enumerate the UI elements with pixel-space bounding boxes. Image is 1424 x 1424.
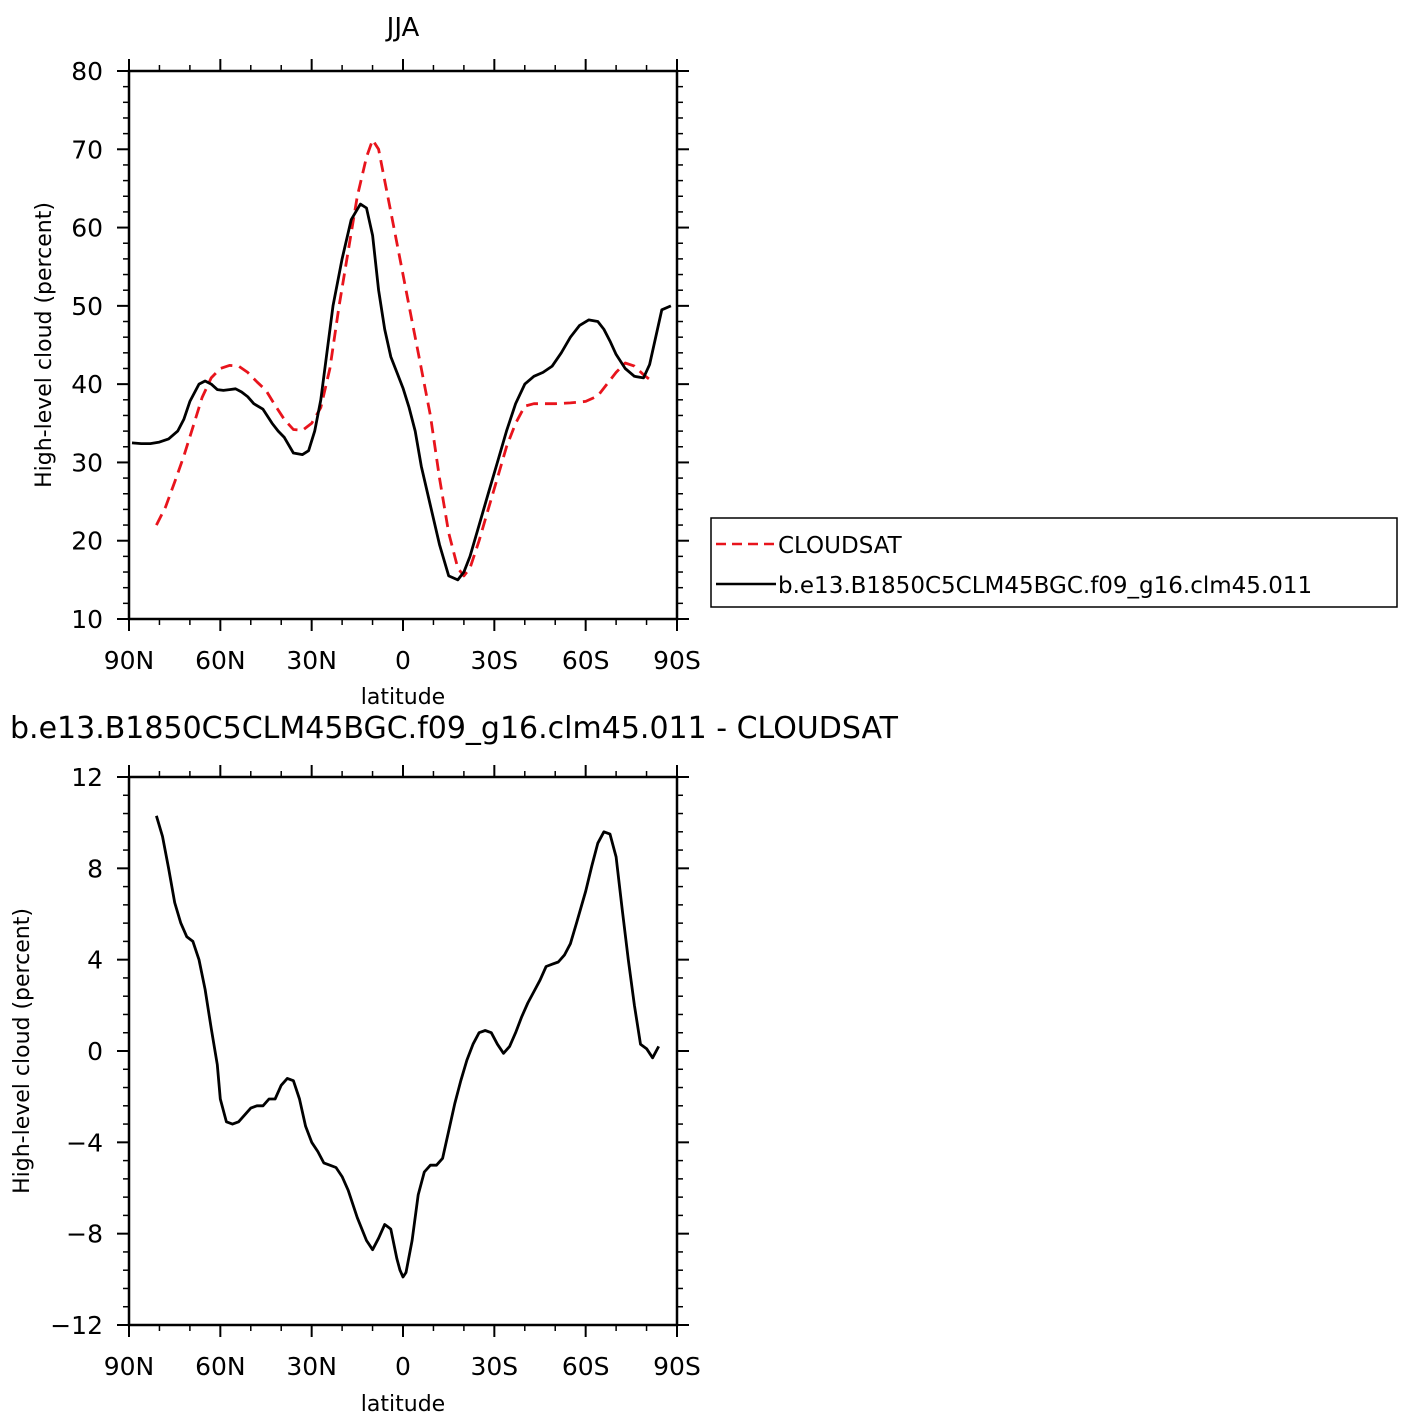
top-ticks <box>117 59 689 631</box>
y-tick-label: −4 <box>66 1128 103 1157</box>
bottom-series-line-0 <box>155 815 660 1279</box>
top-y-tick-labels: 10 20 30 40 50 60 70 80 <box>71 57 103 634</box>
bottom-ticks <box>117 765 689 1337</box>
x-tick-label: 90S <box>653 1352 701 1381</box>
x-tick-label: 0 <box>395 646 411 675</box>
x-tick-label: 60S <box>562 646 610 675</box>
x-tick-label: 30N <box>286 646 337 675</box>
y-tick-label: 4 <box>87 946 103 975</box>
top-series-line-0 <box>155 138 651 578</box>
y-tick-label: 10 <box>71 605 103 634</box>
y-tick-label: 12 <box>71 763 103 792</box>
y-tick-label: 60 <box>71 214 103 243</box>
legend-box <box>710 517 1398 608</box>
x-tick-label: 30S <box>470 646 518 675</box>
y-tick-label: −8 <box>66 1220 103 1249</box>
bottom-chart-title: b.e13.B1850C5CLM45BGC.f09_g16.clm45.011 … <box>10 711 899 746</box>
x-tick-label: 30N <box>286 1352 337 1381</box>
x-tick-label: 60N <box>195 1352 246 1381</box>
top-x-tick-labels: 90N 60N 30N 0 30S 60S 90S <box>104 646 701 675</box>
bottom-chart: b.e13.B1850C5CLM45BGC.f09_g16.clm45.011 … <box>10 711 899 1417</box>
legend-label-cloudsat: CLOUDSAT <box>778 533 903 559</box>
x-tick-label: 60S <box>562 1352 610 1381</box>
bottom-y-axis-label: High-level cloud (percent) <box>10 908 35 1194</box>
x-tick-label: 90N <box>104 1352 155 1381</box>
y-tick-label: 70 <box>71 135 103 164</box>
bottom-series-lines <box>155 815 660 1279</box>
top-plot-frame <box>127 69 679 621</box>
legend-label-model: b.e13.B1850C5CLM45BGC.f09_g16.clm45.011 <box>778 573 1312 599</box>
bottom-x-tick-labels: 90N 60N 30N 0 30S 60S 90S <box>104 1352 701 1381</box>
top-x-axis-label: latitude <box>361 685 445 710</box>
legend: CLOUDSAT b.e13.B1850C5CLM45BGC.f09_g16.c… <box>710 517 1398 608</box>
y-tick-label: 80 <box>71 57 103 86</box>
y-tick-label: 40 <box>71 370 103 399</box>
top-y-axis-label: High-level cloud (percent) <box>32 202 57 488</box>
top-series-line-1 <box>131 202 672 582</box>
y-tick-label: 30 <box>71 448 103 477</box>
y-tick-label: 8 <box>87 854 103 883</box>
top-chart: JJA 10 20 30 40 50 60 70 80 90N 60N 30N 0 30S 60S 90S… <box>32 13 1398 710</box>
x-tick-label: 90N <box>104 646 155 675</box>
y-tick-label: 20 <box>71 527 103 556</box>
x-tick-label: 0 <box>395 1352 411 1381</box>
x-tick-label: 30S <box>470 1352 518 1381</box>
y-tick-label: 0 <box>87 1037 103 1066</box>
y-tick-label: −12 <box>50 1311 103 1340</box>
bottom-y-tick-labels: −12 −8 −4 0 4 8 12 <box>50 763 103 1340</box>
top-chart-title: JJA <box>385 13 420 43</box>
top-series-lines <box>131 138 672 582</box>
x-tick-label: 60N <box>195 646 246 675</box>
bottom-x-axis-label: latitude <box>361 1392 445 1417</box>
x-tick-label: 90S <box>653 646 701 675</box>
y-tick-label: 50 <box>71 292 103 321</box>
